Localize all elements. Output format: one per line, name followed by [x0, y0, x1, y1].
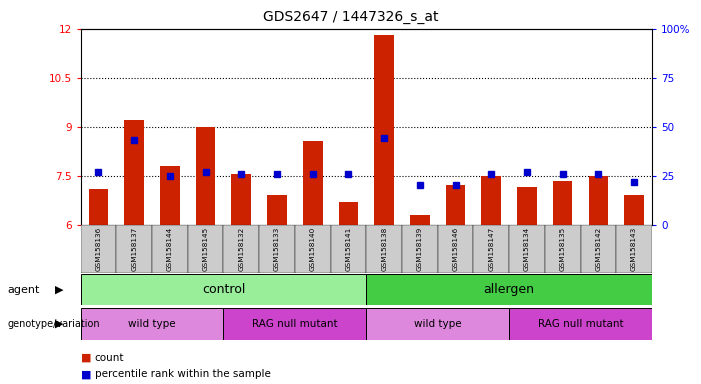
Text: RAG null mutant: RAG null mutant	[252, 319, 338, 329]
Bar	[81, 225, 116, 273]
Text: GSM158138: GSM158138	[381, 227, 387, 271]
Bar	[124, 120, 144, 225]
Text: ▶: ▶	[55, 319, 64, 329]
Text: ▶: ▶	[55, 285, 64, 295]
Bar	[589, 176, 608, 225]
Text: GSM158136: GSM158136	[95, 227, 102, 271]
Text: GSM158147: GSM158147	[489, 227, 494, 271]
Bar	[116, 225, 152, 273]
Text: control: control	[202, 283, 245, 296]
Bar	[437, 225, 473, 273]
Bar	[580, 225, 616, 273]
Text: count: count	[95, 353, 124, 363]
Text: genotype/variation: genotype/variation	[7, 319, 100, 329]
Text: GSM158140: GSM158140	[310, 227, 315, 271]
Bar	[259, 225, 295, 273]
Text: GSM158144: GSM158144	[167, 227, 173, 271]
Bar	[152, 225, 188, 273]
Text: GSM158132: GSM158132	[238, 227, 244, 271]
Text: GSM158142: GSM158142	[595, 227, 601, 271]
Bar	[339, 202, 358, 225]
Bar	[509, 225, 545, 273]
Text: ■: ■	[81, 353, 91, 363]
Bar	[509, 308, 652, 340]
Text: GSM158134: GSM158134	[524, 227, 530, 271]
Text: GSM158135: GSM158135	[559, 227, 566, 271]
Text: GSM158141: GSM158141	[346, 227, 351, 271]
Bar	[196, 127, 215, 225]
Bar	[374, 35, 394, 225]
Text: GSM158133: GSM158133	[274, 227, 280, 271]
Bar	[224, 308, 367, 340]
Bar	[410, 215, 430, 225]
Bar	[295, 225, 331, 273]
Text: GSM158143: GSM158143	[631, 227, 637, 271]
Bar	[81, 308, 224, 340]
Bar	[517, 187, 537, 225]
Text: allergen: allergen	[484, 283, 535, 296]
Text: GSM158139: GSM158139	[417, 227, 423, 271]
Bar	[367, 274, 652, 305]
Bar	[331, 225, 367, 273]
Text: GSM158146: GSM158146	[453, 227, 458, 271]
Bar	[473, 225, 509, 273]
Bar	[367, 308, 509, 340]
Text: GSM158145: GSM158145	[203, 227, 209, 271]
Bar	[367, 225, 402, 273]
Bar	[188, 225, 224, 273]
Bar	[224, 225, 259, 273]
Text: agent: agent	[7, 285, 39, 295]
Bar	[402, 225, 437, 273]
Text: wild type: wild type	[414, 319, 461, 329]
Bar	[553, 180, 573, 225]
Text: RAG null mutant: RAG null mutant	[538, 319, 623, 329]
Bar	[616, 225, 652, 273]
Bar	[545, 225, 580, 273]
Bar	[625, 195, 644, 225]
Bar	[88, 189, 108, 225]
Bar	[446, 185, 465, 225]
Bar	[81, 274, 367, 305]
Text: ■: ■	[81, 369, 91, 379]
Bar	[482, 176, 501, 225]
Bar	[231, 174, 251, 225]
Bar	[160, 166, 179, 225]
Text: percentile rank within the sample: percentile rank within the sample	[95, 369, 271, 379]
Text: wild type: wild type	[128, 319, 176, 329]
Bar	[267, 195, 287, 225]
Text: GSM158137: GSM158137	[131, 227, 137, 271]
Bar	[303, 141, 322, 225]
Text: GDS2647 / 1447326_s_at: GDS2647 / 1447326_s_at	[263, 10, 438, 23]
